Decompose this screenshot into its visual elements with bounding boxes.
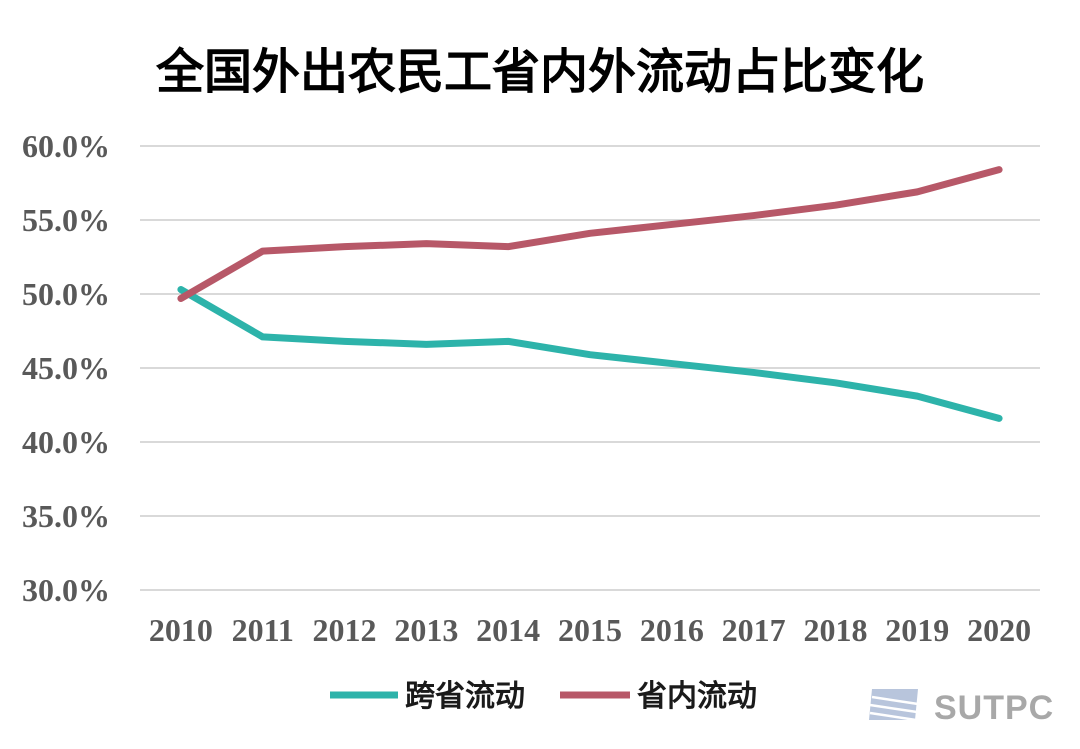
sutpc-logo: SUTPC xyxy=(869,689,1054,727)
y-tick-label: 60.0% xyxy=(22,128,110,164)
intra-province-data-point xyxy=(423,241,429,247)
x-tick-label: 2013 xyxy=(394,612,458,648)
x-tick-label: 2015 xyxy=(558,612,622,648)
y-tick-label: 30.0% xyxy=(22,572,110,608)
chart-title: 全国外出农民工省内外流动占比变化 xyxy=(155,45,924,99)
legend-label-cross-province: 跨省流动 xyxy=(405,680,525,713)
cross-province-data-point xyxy=(669,361,675,367)
intra-province-series-line xyxy=(177,166,1003,302)
intra-province-data-point xyxy=(914,189,920,195)
x-tick-label: 2011 xyxy=(232,612,294,648)
legend-item-intra-province: 省内流动 xyxy=(560,680,757,713)
cross-province-data-point xyxy=(587,352,593,358)
sutpc-logo-icon xyxy=(869,689,919,722)
logo-wordmark: SUTPC xyxy=(934,689,1054,727)
cross-province-data-point xyxy=(751,369,757,375)
x-tick-label: 2017 xyxy=(722,612,786,648)
y-tick-label: 55.0% xyxy=(22,202,110,238)
y-axis-tick-labels: 60.0% 55.0% 50.0% 45.0% 40.0% 35.0% 30.0% xyxy=(22,128,110,608)
x-axis-tick-labels: 2010 2011 2012 2013 2014 2015 2016 2017 2018 2019… xyxy=(149,612,1031,648)
x-tick-label: 2018 xyxy=(803,612,867,648)
cross-province-data-point xyxy=(342,338,348,344)
legend-label-intra-province: 省内流动 xyxy=(637,680,757,713)
x-tick-label: 2010 xyxy=(149,612,213,648)
intra-province-data-point xyxy=(505,244,511,250)
x-tick-label: 2020 xyxy=(967,612,1031,648)
intra-province-data-point xyxy=(751,213,757,219)
intra-province-data-point xyxy=(587,230,593,236)
legend: 跨省流动 省内流动 xyxy=(330,680,757,713)
cross-province-data-point xyxy=(178,287,184,293)
plot-series xyxy=(177,166,1003,422)
intra-province-data-point xyxy=(178,295,184,301)
cross-province-data-point xyxy=(832,380,838,386)
cross-province-data-point xyxy=(914,393,920,399)
gridlines xyxy=(140,145,1040,591)
cross-province-data-point xyxy=(423,341,429,347)
intra-province-data-point xyxy=(996,167,1002,173)
cross-province-data-point xyxy=(505,338,511,344)
y-tick-label: 40.0% xyxy=(22,424,110,460)
x-tick-label: 2016 xyxy=(640,612,704,648)
intra-province-data-point xyxy=(832,202,838,208)
cross-province-data-point xyxy=(260,334,266,340)
x-tick-label: 2012 xyxy=(313,612,377,648)
y-tick-label: 50.0% xyxy=(22,276,110,312)
cross-province-series-line xyxy=(177,286,1003,422)
intra-province-data-point xyxy=(342,244,348,250)
legend-item-cross-province: 跨省流动 xyxy=(330,680,525,713)
x-tick-label: 2014 xyxy=(476,612,540,648)
x-tick-label: 2019 xyxy=(885,612,949,648)
y-tick-label: 45.0% xyxy=(22,350,110,386)
intra-province-data-point xyxy=(669,221,675,227)
intra-province-data-point xyxy=(260,248,266,254)
cross-province-data-point xyxy=(996,415,1002,421)
y-tick-label: 35.0% xyxy=(22,498,110,534)
